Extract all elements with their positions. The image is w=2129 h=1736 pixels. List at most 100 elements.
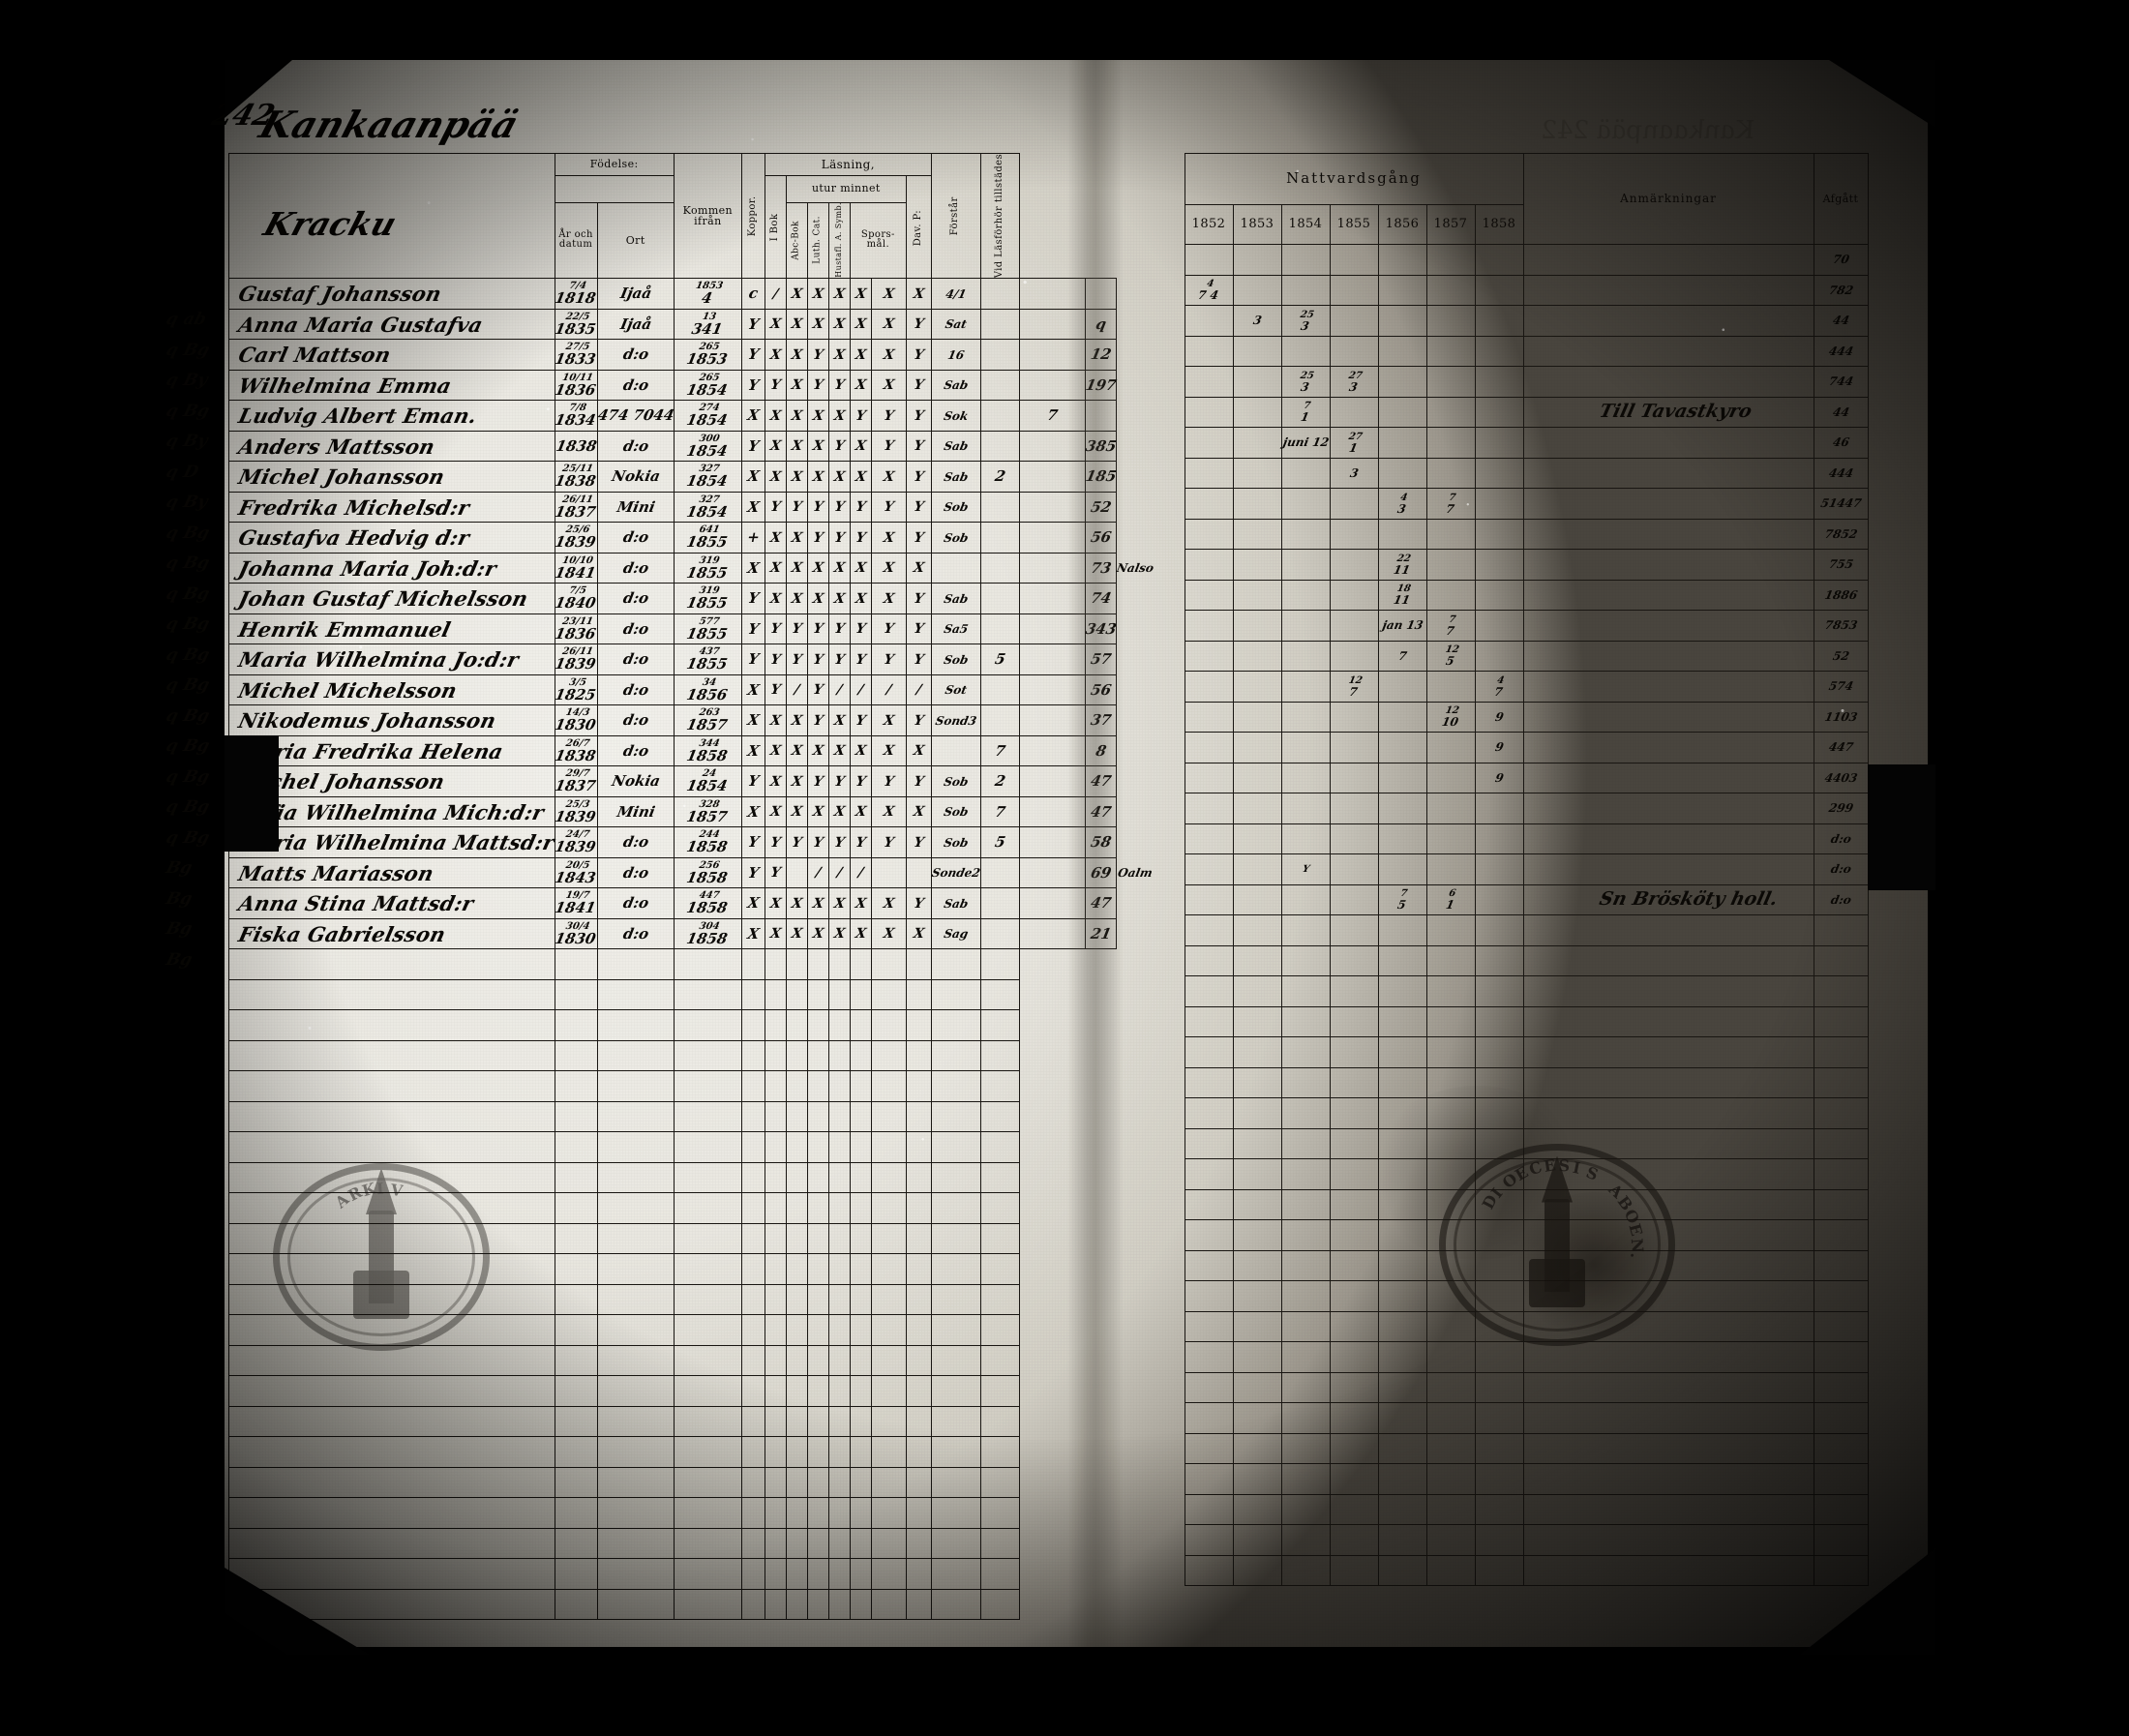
- table-row-empty[interactable]: [1134, 976, 1868, 1007]
- cell-empty: [828, 1437, 850, 1468]
- table-row-empty[interactable]: [229, 1010, 1154, 1041]
- cell-communion-1858: 9: [1475, 733, 1523, 763]
- table-row[interactable]: Y d:o: [1134, 854, 1868, 885]
- cell-remark: [1523, 854, 1814, 885]
- table-row-empty[interactable]: [229, 1132, 1154, 1163]
- cell-remark: [1523, 428, 1814, 459]
- table-row-empty[interactable]: [1134, 1037, 1868, 1068]
- cell-reading-0: X: [765, 705, 786, 736]
- cell-empty: [1184, 1525, 1233, 1556]
- table-row-empty[interactable]: [229, 1376, 1154, 1407]
- table-row-empty[interactable]: [1134, 1403, 1868, 1434]
- cell-reading-1: X: [786, 553, 807, 584]
- table-row-empty[interactable]: [229, 1101, 1154, 1132]
- table-row[interactable]: 7852: [1134, 519, 1868, 550]
- header-vid-lasforhor: Vid Läsförhör tillstädes: [980, 154, 1019, 279]
- cell-empty: [741, 1010, 765, 1041]
- table-row-empty[interactable]: [229, 1498, 1154, 1529]
- cell-empty: [741, 1254, 765, 1285]
- table-row-empty[interactable]: [229, 949, 1154, 980]
- table-row-empty[interactable]: [229, 1406, 1154, 1437]
- cell-smallpox: Y: [741, 340, 765, 371]
- cell-empty: [597, 1040, 674, 1071]
- table-row-empty[interactable]: [1134, 1372, 1868, 1403]
- cell-afgatt: 44: [1814, 397, 1868, 428]
- table-row[interactable]: 70: [1134, 245, 1868, 276]
- cell-empty: [807, 1437, 828, 1468]
- cell-reading-1: [786, 857, 807, 888]
- table-row[interactable]: 299: [1134, 793, 1868, 824]
- cell-empty: [1378, 1494, 1426, 1525]
- table-row-empty[interactable]: [1134, 1006, 1868, 1037]
- table-row-empty[interactable]: [229, 1528, 1154, 1559]
- cell-reading-5: Y: [871, 614, 906, 644]
- table-row-empty[interactable]: [1134, 1494, 1868, 1525]
- table-row-empty[interactable]: [229, 1467, 1154, 1498]
- table-row-empty[interactable]: [1134, 1433, 1868, 1464]
- cell-reading-6: Y: [906, 888, 931, 919]
- table-row-empty[interactable]: [1134, 1464, 1868, 1495]
- table-row-empty[interactable]: [1134, 915, 1868, 946]
- cell-sporsmal: Sot: [931, 674, 980, 705]
- cell-gutter: [1134, 1342, 1184, 1373]
- table-row-empty[interactable]: [1134, 1342, 1868, 1373]
- table-row-empty[interactable]: [229, 1559, 1154, 1590]
- table-row[interactable]: d:o: [1134, 823, 1868, 854]
- table-row-empty[interactable]: [229, 1040, 1154, 1071]
- table-row-empty[interactable]: [1134, 1555, 1868, 1586]
- cell-smallpox: Y: [741, 644, 765, 675]
- table-row[interactable]: 444: [1134, 336, 1868, 367]
- table-row-empty[interactable]: [229, 1437, 1154, 1468]
- table-row-empty[interactable]: [1134, 1525, 1868, 1556]
- table-row-empty[interactable]: [229, 1071, 1154, 1102]
- table-row-empty[interactable]: [229, 1589, 1154, 1620]
- cell-gutter: [1134, 1189, 1184, 1220]
- cell-communion-1856: [1378, 306, 1426, 337]
- cell-birth-place: d:o: [597, 340, 674, 371]
- cell-empty: [1426, 945, 1475, 976]
- table-row-empty[interactable]: [229, 979, 1154, 1010]
- cell-empty: [931, 1254, 980, 1285]
- table-row-empty[interactable]: [1134, 945, 1868, 976]
